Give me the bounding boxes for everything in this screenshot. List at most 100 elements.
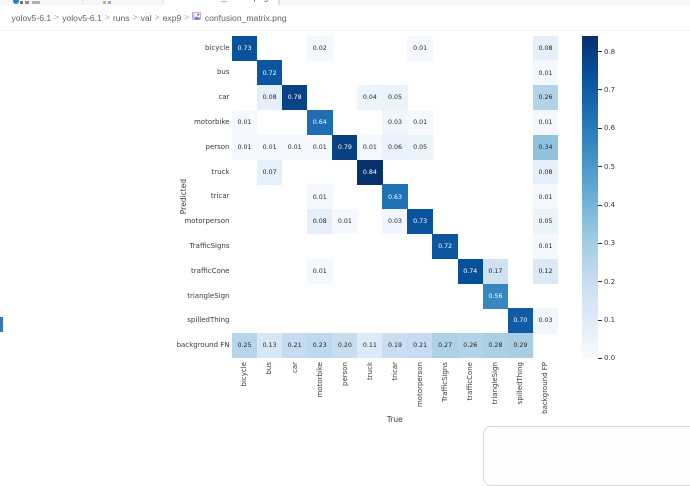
breadcrumb: yolov5-6.1 > yolov5-6.1 > runs > val > exp9 > conf…: [0, 6, 690, 29]
x-tick-label: truck: [365, 362, 374, 381]
heatmap-cell: 0.28: [482, 333, 509, 359]
heatmap-cell: 0.74: [457, 258, 483, 284]
file-icon: [13, 0, 19, 4]
heatmap-cell: 0.01: [256, 134, 283, 161]
heatmap-cell: 0.01: [407, 35, 433, 61]
colorbar-tick: [598, 357, 602, 359]
heatmap-cell: 0.73: [407, 209, 433, 235]
heatmap-cell: 0.84: [357, 159, 383, 185]
tab-text-fragment: [103, 1, 106, 4]
colorbar-tick-label: 0.6: [604, 124, 616, 133]
heatmap-cell: 0.01: [532, 234, 559, 260]
colorbar-tick: [598, 242, 602, 244]
x-tick-label: TrafficSigns: [440, 362, 449, 403]
colorbar-tick: [598, 319, 602, 321]
x-tick-label: person: [340, 362, 349, 387]
heatmap-cell: 0.21: [407, 333, 433, 359]
heatmap-cell: 0.73: [231, 35, 258, 61]
colorbar-tick: [598, 51, 602, 53]
heatmap-cell: 0.70: [507, 308, 534, 334]
x-tick-label: car: [290, 362, 299, 374]
x-tick-label: spilledThing: [516, 362, 525, 405]
chevron-right-icon: >: [54, 12, 60, 22]
heatmap-cell: 0.05: [382, 85, 408, 111]
image-file-icon: [192, 12, 202, 20]
heatmap-cell: 0.13: [256, 333, 283, 359]
heatmap-cell: 0.01: [281, 134, 308, 161]
y-axis-title: Predicted: [178, 179, 188, 215]
tab-separator: [278, 0, 280, 5]
heatmap-cell: 0.01: [357, 134, 383, 161]
y-tick-label: background FN: [176, 341, 230, 350]
heatmap-cell: 0.01: [307, 184, 333, 210]
heatmap-cell: 0.56: [482, 283, 509, 309]
heatmap-cell: 0.78: [281, 85, 308, 111]
tab-text-fragment: [20, 1, 23, 4]
tab-separator: [163, 0, 164, 5]
colorbar-tick-label: 0.7: [604, 85, 616, 94]
heatmap-cell: 0.02: [307, 35, 333, 61]
heatmap-cell: 0.27: [432, 333, 458, 359]
scroll-marker[interactable]: [0, 316, 3, 332]
heatmap-cell: 0.23: [307, 333, 333, 359]
corner-card[interactable]: [483, 426, 690, 486]
colorbar-tick: [598, 127, 602, 129]
chevron-right-icon: >: [184, 12, 190, 22]
colorbar-tick-label: 0.2: [604, 277, 616, 286]
colorbar-tick: [598, 89, 602, 91]
breadcrumb-item[interactable]: yolov5-6.1: [11, 12, 52, 23]
x-tick-label: motorbike: [315, 362, 324, 398]
y-tick-label: triangleSign: [187, 291, 230, 300]
heatmap-cell: 0.19: [382, 333, 408, 359]
heatmap-cell: 0.01: [532, 60, 559, 86]
heatmap-cell: 0.01: [532, 184, 559, 210]
colorbar-tick: [598, 166, 602, 168]
colorbar-tick-label: 0.4: [604, 201, 616, 209]
colorbar-tick-label: 0.5: [604, 162, 616, 171]
heatmap-cell: 0.17: [482, 258, 509, 284]
heatmap-cell: 0.34: [532, 134, 559, 161]
heatmap-cell: 0.72: [432, 234, 458, 260]
tab-separator: [82, 0, 83, 5]
breadcrumb-item[interactable]: val: [140, 12, 152, 23]
y-tick-label: tricar: [210, 192, 230, 201]
chevron-right-icon: >: [104, 12, 110, 22]
breadcrumb-item[interactable]: exp9: [162, 12, 182, 23]
heatmap-cell: 0.11: [357, 333, 383, 359]
heatmap-cell: 0.08: [532, 159, 559, 185]
tab-active[interactable]: confusion_matrix.png: [164, 0, 278, 5]
breadcrumb-item[interactable]: yolov5-6.1: [62, 12, 102, 23]
heatmap-cell: 0.03: [382, 209, 408, 235]
x-tick-label: trafficCone: [466, 362, 475, 401]
x-tick-label: triangleSign: [491, 362, 500, 405]
chevron-right-icon: >: [154, 12, 160, 22]
heatmap-cell: 0.07: [256, 159, 283, 185]
heatmap-cell: 0.26: [532, 85, 559, 111]
heatmap-cell: 0.05: [407, 134, 433, 161]
heatmap-cell: 0.64: [307, 110, 333, 136]
y-tick-label: bus: [216, 68, 230, 77]
header-divider: [0, 30, 690, 31]
colorbar-tick: [598, 204, 602, 206]
x-tick-label: bicycle: [240, 362, 249, 387]
tab-text-fragment: [31, 0, 40, 4]
heatmap-cell: 0.08: [532, 35, 559, 61]
breadcrumb-item[interactable]: runs: [112, 12, 130, 23]
x-tick-label: motorperson: [415, 362, 424, 408]
heatmap-cell: 0.79: [332, 134, 358, 161]
y-tick-label: spilledThing: [187, 316, 230, 325]
heatmap-cell: 0.04: [357, 85, 383, 111]
heatmap-cell: 0.12: [532, 258, 559, 284]
colorbar-tick-label: 0.1: [604, 316, 616, 325]
heatmap-cell: 0.20: [332, 333, 358, 359]
heatmap-cell: 0.08: [256, 85, 283, 111]
breadcrumb-file[interactable]: confusion_matrix.png: [204, 12, 287, 23]
heatmap-cell: 0.21: [281, 333, 308, 359]
heatmap-cell: 0.01: [332, 209, 358, 235]
heatmap-cell: 0.26: [457, 333, 483, 359]
heatmap-cell: 0.08: [307, 209, 333, 235]
colorbar-tick-label: 0.8: [604, 47, 616, 56]
x-tick-label: background FP: [541, 362, 550, 415]
editor-tab-bar: confusion_matrix.png: [0, 0, 690, 5]
